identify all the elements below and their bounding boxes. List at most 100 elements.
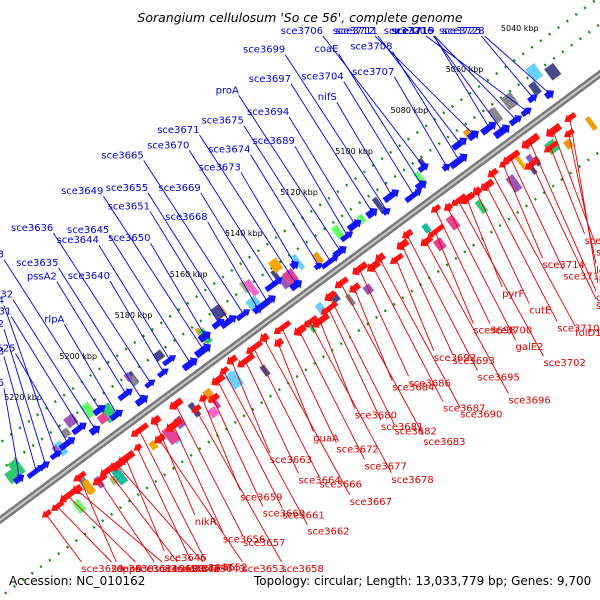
gene-arrow-sce3704[interactable] <box>404 189 422 204</box>
gene-arrow-sce3659[interactable] <box>198 394 208 402</box>
gene-arrow-sce3728[interactable] <box>543 90 555 100</box>
gene-label-pssA2[interactable]: pssA2 <box>27 272 57 283</box>
gene-arrow-sce3640[interactable] <box>157 368 169 379</box>
gene-arrow-sce3695[interactable] <box>402 228 414 239</box>
gene-label-sce3649[interactable]: sce3649 <box>61 186 103 197</box>
gene-label-sce3618[interactable]: sce3618 <box>0 347 4 358</box>
gene-label-nikR[interactable]: nikR <box>195 517 217 528</box>
gene-arrow-sce3699[interactable] <box>381 208 391 216</box>
gene-label-sce3686[interactable]: sce3686 <box>409 378 451 389</box>
gene-label-sce3668[interactable]: sce3668 <box>165 212 207 223</box>
gene-label-sce3664[interactable]: sce3664 <box>298 475 340 486</box>
gene-label-sce3707[interactable]: sce3707 <box>352 67 394 78</box>
gene-arrow-sce3697[interactable] <box>365 207 378 220</box>
gene-arrow-sce3660[interactable] <box>208 392 220 403</box>
gene-label-sce3644[interactable]: sce3644 <box>57 235 99 246</box>
gene-arrow-sce3725[interactable] <box>527 94 538 104</box>
gene-label-sce3651[interactable]: sce3651 <box>108 201 150 212</box>
gene-arrow-sce3719[interactable] <box>508 115 522 127</box>
gene-label-folD1[interactable]: folD1 <box>575 328 600 339</box>
gene-label-sce3666[interactable]: sce3666 <box>320 479 362 490</box>
gene-arrow-pyrF[interactable] <box>460 191 476 205</box>
gene-arrow-proA[interactable] <box>332 245 347 259</box>
gene-label-sce3693[interactable]: sce3693 <box>453 356 495 367</box>
gene-label-sce3722[interactable]: sce3722 <box>596 301 600 312</box>
gene-arrow-rlpA[interactable] <box>109 409 123 422</box>
gene-label-sce3645[interactable]: sce3645 <box>67 225 109 236</box>
gene-arrow-sce3669[interactable] <box>257 295 276 311</box>
gene-arrow-sce3686[interactable] <box>352 261 369 276</box>
gene-label-sce3633[interactable]: sce3633 <box>0 250 4 261</box>
gene-arrow-sce3674[interactable] <box>313 262 323 271</box>
gene-label-sce3738[interactable]: sce3738 <box>596 248 600 259</box>
gene-arrow-folD1[interactable] <box>487 167 499 178</box>
gene-label-sce3655[interactable]: sce3655 <box>106 183 148 194</box>
gene-arrow-sce3707[interactable] <box>441 163 451 172</box>
gene-arrow-sce3632[interactable] <box>88 425 101 436</box>
gene-label-sce3696[interactable]: sce3696 <box>508 395 550 406</box>
gene-label-sce3646[interactable]: sce3646 <box>164 553 206 564</box>
gene-label-rlpA[interactable]: rlpA <box>44 314 64 325</box>
gene-arrow-sce3624[interactable] <box>49 450 62 461</box>
gene-label-sce3640[interactable]: sce3640 <box>68 271 110 282</box>
gene-arrow-cutE[interactable] <box>472 186 483 196</box>
gene-arrow-nifS[interactable] <box>382 189 399 204</box>
gene-arrow-sce3645[interactable] <box>181 357 198 372</box>
gene-label-sce3716[interactable]: sce3716 <box>391 26 433 37</box>
gene-label-proA[interactable]: proA <box>216 85 239 96</box>
gene-arrow-sce3729[interactable] <box>543 140 559 153</box>
gene-arrow-sce3644[interactable] <box>162 355 177 367</box>
gene-label-sce3665[interactable]: sce3665 <box>101 151 143 162</box>
gene-arrow-sce3690[interactable] <box>375 252 386 263</box>
gene-label-sce3681[interactable]: sce3681 <box>381 422 423 433</box>
gene-arrow-sce3702[interactable] <box>450 193 467 206</box>
gene-label-sce3695[interactable]: sce3695 <box>478 373 520 384</box>
gene-label-sce3702[interactable]: sce3702 <box>544 358 586 369</box>
gene-label-sce3675[interactable]: sce3675 <box>202 116 244 127</box>
gene-arrow-guaA[interactable] <box>274 337 285 347</box>
gene-label-sce3715[interactable]: sce3715 <box>392 26 434 37</box>
gene-arrow-sce3656[interactable] <box>165 417 184 433</box>
gene-label-sce3677[interactable]: sce3677 <box>365 461 407 472</box>
gene-arrow-sce3684[interactable] <box>349 282 362 293</box>
gene-label-sce3636[interactable]: sce3636 <box>11 223 53 234</box>
gene-label-sce3729[interactable]: sce3729 <box>585 236 600 247</box>
gene-label-nifS[interactable]: nifS <box>318 92 337 103</box>
gene-arrow-sce3649[interactable] <box>193 343 211 359</box>
gene-label-pyrF[interactable]: pyrF <box>502 289 524 300</box>
gene-label-sce3728[interactable]: sce3728 <box>442 26 484 37</box>
gene-label-sce3616[interactable]: sce3616 <box>0 378 4 389</box>
gene-label-sce3632[interactable]: sce3632 <box>0 290 13 301</box>
gene-label-sce3712[interactable]: sce3712 <box>333 26 375 37</box>
gene-arrow-sce3673[interactable] <box>289 260 299 270</box>
gene-label-sce3656[interactable]: sce3656 <box>223 535 265 546</box>
gene-arrow-sce3698[interactable] <box>427 223 445 238</box>
gene-arrow-sce3630[interactable] <box>51 500 65 511</box>
gene-arrow-sce3680[interactable] <box>311 312 330 328</box>
gene-label-galE2[interactable]: galE2 <box>516 342 544 353</box>
gene-arrow-sce3672[interactable] <box>273 320 292 335</box>
gene-arrow-sce3720[interactable] <box>520 107 532 118</box>
gene-arrow-sce3675[interactable] <box>320 255 339 270</box>
gene-label-sce3717[interactable]: sce3717 <box>563 272 600 283</box>
gene-arrow-gyrA[interactable] <box>521 132 541 150</box>
gene-label-sce3699[interactable]: sce3699 <box>243 45 285 56</box>
gene-arrow-sce3625[interactable] <box>58 437 76 451</box>
gene-label-sce3719[interactable]: sce3719 <box>392 26 434 37</box>
gene-label-sce3622[interactable]: sce3622 <box>0 319 4 330</box>
gene-label-sce3694[interactable]: sce3694 <box>247 107 289 118</box>
gene-arrow-sce3633[interactable] <box>92 405 106 417</box>
gene-label-sce3667[interactable]: sce3667 <box>350 497 392 508</box>
gene-arrow-sce3636[interactable] <box>144 379 156 389</box>
gene-label-guaA[interactable]: guaA <box>313 433 339 444</box>
gene-label-sce3624[interactable]: sce3624 <box>0 296 4 307</box>
gene-label-leuB1[interactable]: leuB1 <box>596 266 600 277</box>
gene-arrow-sce3683[interactable] <box>334 276 349 289</box>
gene-arrow-sce3693[interactable] <box>396 238 410 251</box>
gene-arrow-sce3689[interactable] <box>339 231 354 243</box>
gene-arrow-sce3635[interactable] <box>134 394 149 407</box>
gene-label-cutE[interactable]: cutE <box>529 306 551 317</box>
gene-label-sce3697[interactable]: sce3697 <box>249 74 291 85</box>
gene-label-sce3631[interactable]: sce3631 <box>0 307 11 318</box>
gene-arrow-sce3666[interactable] <box>245 340 263 354</box>
